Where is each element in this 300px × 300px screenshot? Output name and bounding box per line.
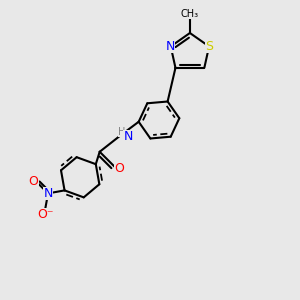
Text: CH₃: CH₃ (181, 8, 199, 19)
Text: S: S (205, 40, 213, 53)
Text: O⁻: O⁻ (37, 208, 53, 221)
Text: H: H (118, 127, 126, 137)
Text: N: N (124, 130, 133, 143)
Text: O: O (114, 162, 124, 175)
Text: N: N (166, 40, 175, 53)
Text: O: O (29, 175, 39, 188)
Text: N: N (44, 187, 53, 200)
